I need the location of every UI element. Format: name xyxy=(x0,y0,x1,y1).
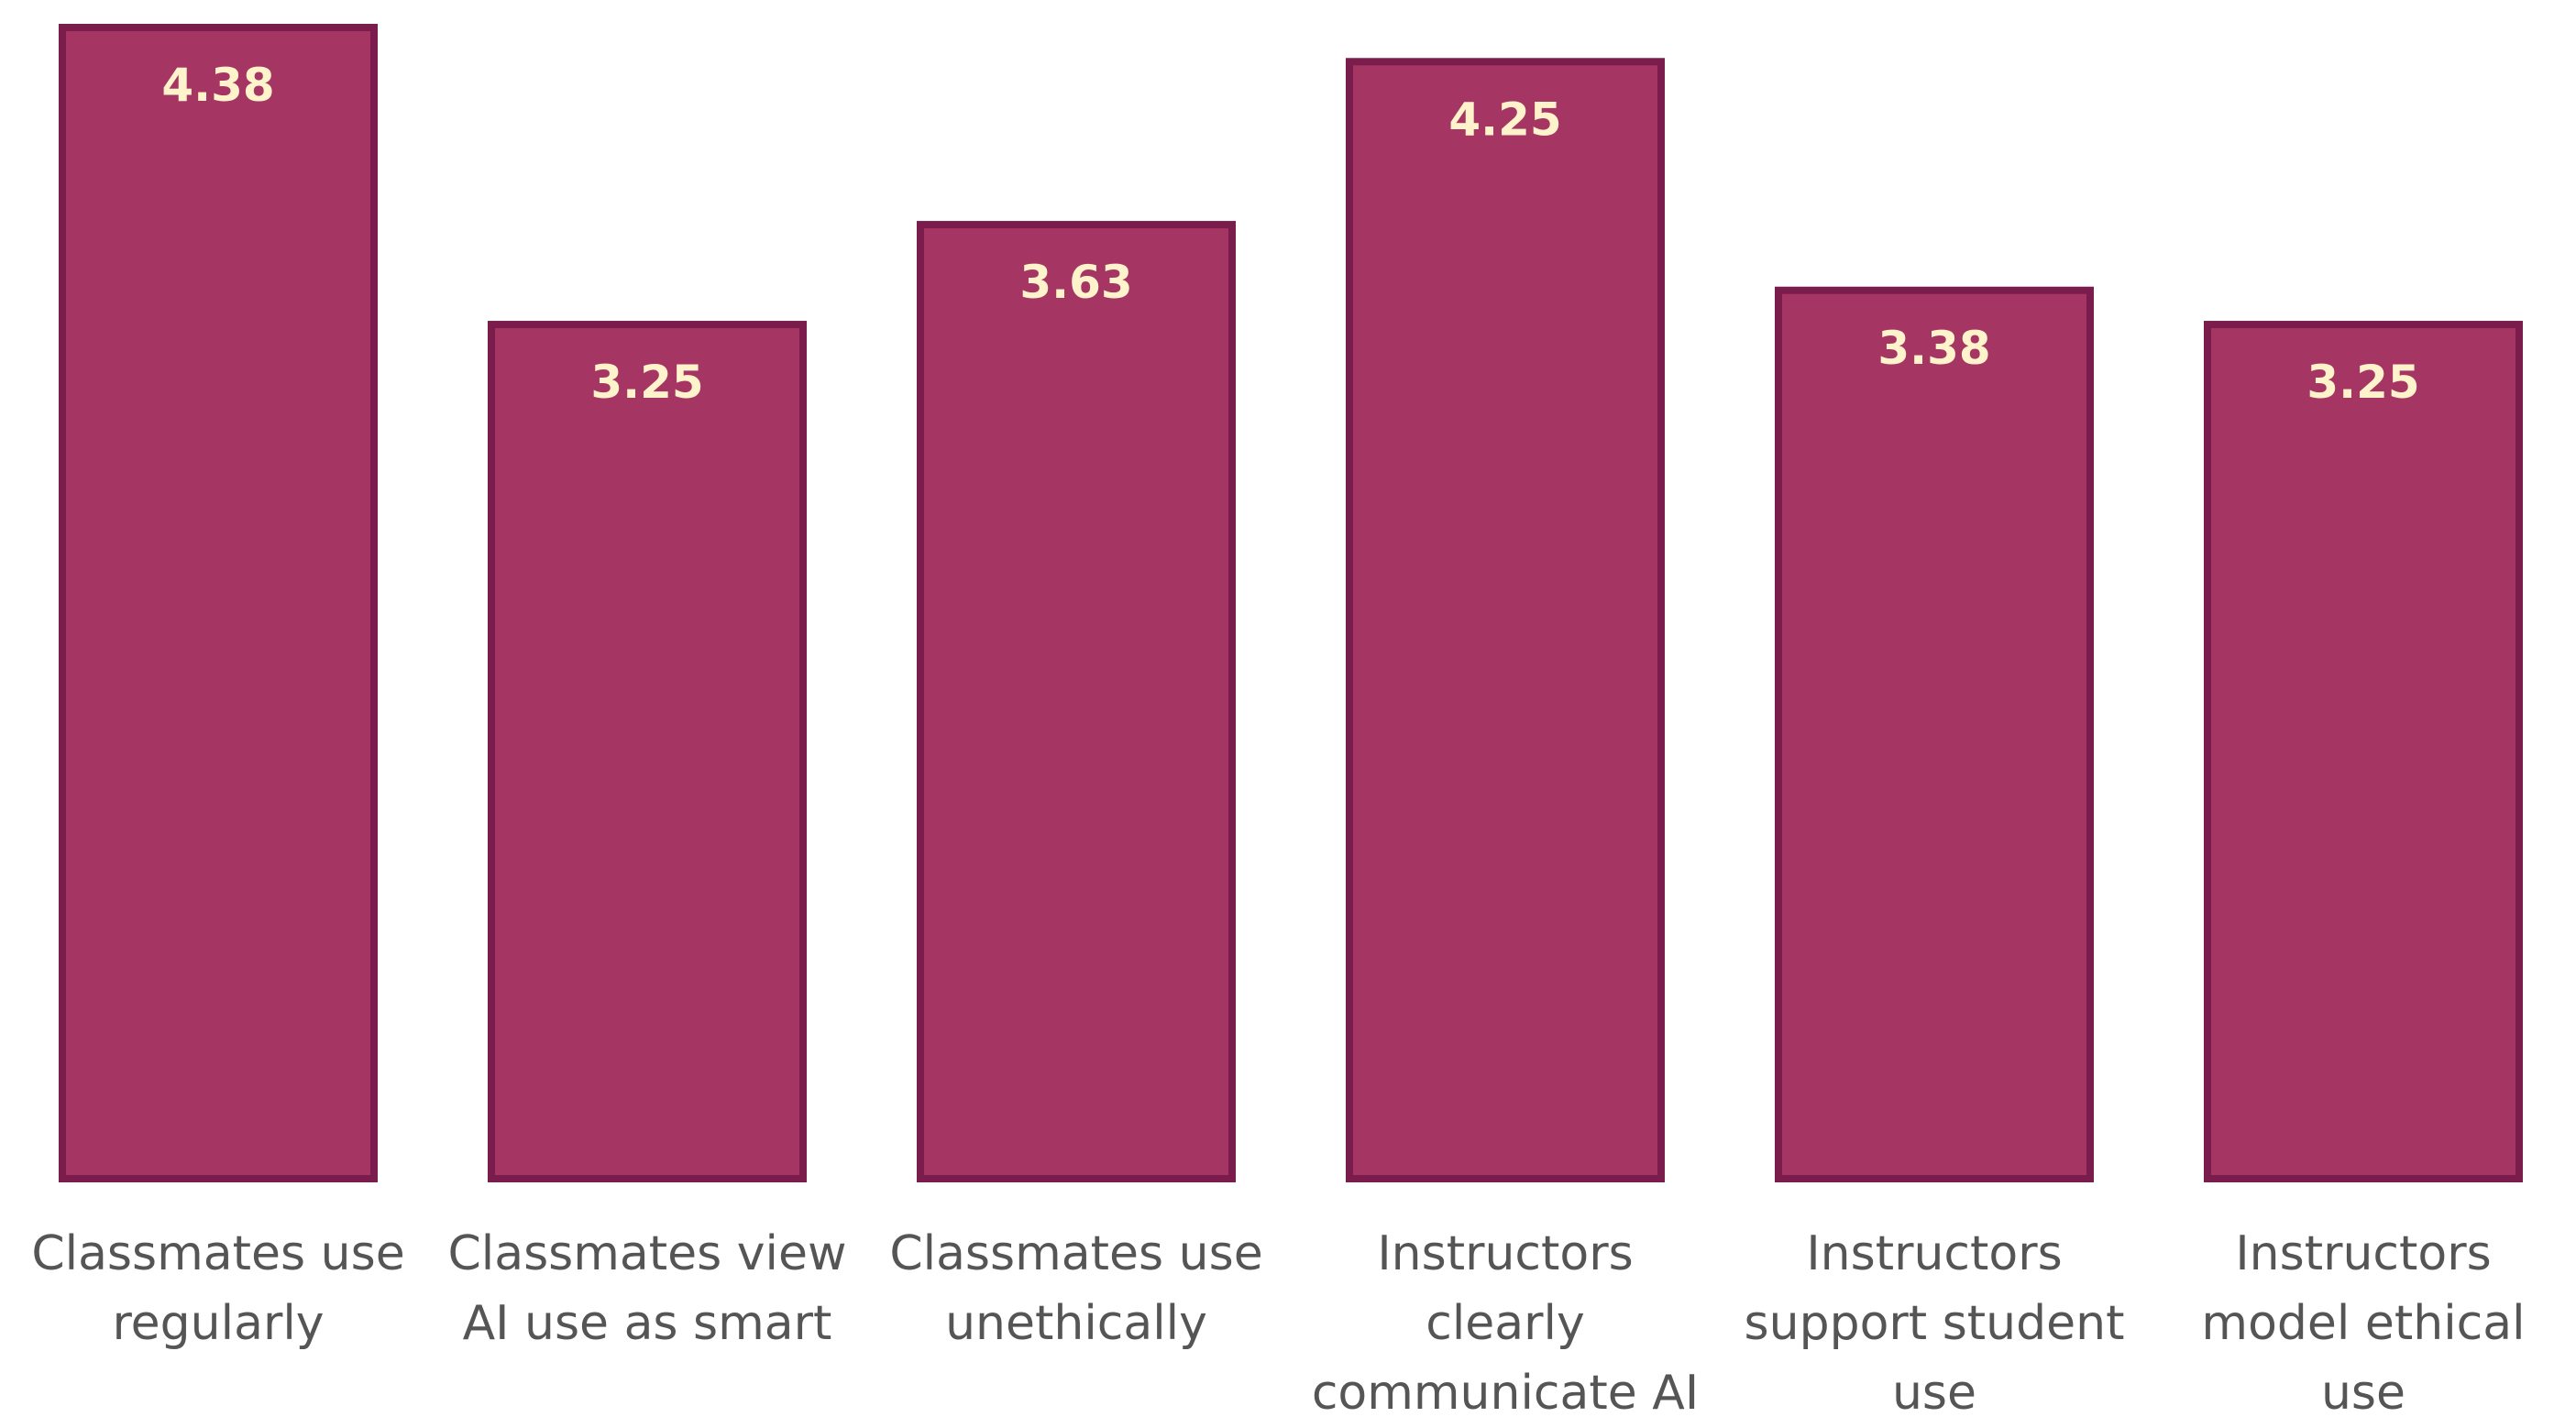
category-label-3: Classmates use unethically xyxy=(889,1226,1263,1351)
bar-6 xyxy=(2204,321,2523,1182)
category-label-4: Instructors clearly communicate AI xyxy=(1311,1226,1700,1421)
bar-1 xyxy=(59,24,378,1182)
value-label-5: 3.38 xyxy=(1877,322,1990,375)
value-label-4: 4.25 xyxy=(1448,93,1561,146)
bar-4 xyxy=(1346,58,1665,1182)
bar-2 xyxy=(488,321,807,1182)
category-label-5: Instructors support student use xyxy=(1744,1226,2125,1421)
category-label-2: Classmates view AI use as smart xyxy=(447,1226,847,1351)
bar-5 xyxy=(1775,286,2094,1182)
category-label-6: Instructors model ethical use xyxy=(2201,1226,2526,1421)
value-label-1: 4.38 xyxy=(161,59,274,112)
bar-3 xyxy=(917,221,1236,1183)
value-label-6: 3.25 xyxy=(2306,356,2419,409)
value-label-3: 3.63 xyxy=(1019,256,1132,309)
category-label-1: Classmates use regularly xyxy=(31,1226,405,1351)
value-label-2: 3.25 xyxy=(590,356,703,409)
